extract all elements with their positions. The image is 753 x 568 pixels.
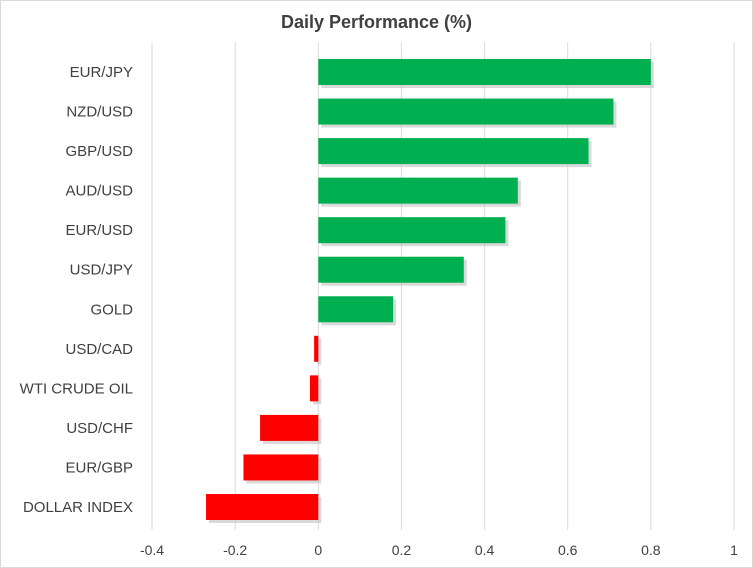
x-tick-label: 0.6 xyxy=(558,542,578,558)
bar xyxy=(206,494,319,520)
x-tick-label: 0 xyxy=(314,542,322,558)
category-label: EUR/GBP xyxy=(65,459,133,476)
bar xyxy=(260,414,319,441)
x-tick-label: 1 xyxy=(730,542,738,558)
bar xyxy=(243,454,319,481)
x-tick-label: 0.4 xyxy=(475,542,495,558)
bar xyxy=(318,217,506,244)
bar xyxy=(318,256,464,283)
x-tick-label: -0.4 xyxy=(140,542,164,558)
bar-shadow xyxy=(317,338,322,365)
category-label: USD/JPY xyxy=(70,262,133,279)
category-label: WTI CRUDE OIL xyxy=(20,380,133,397)
category-label: USD/CHF xyxy=(66,420,133,437)
x-tick-labels: -0.4 -0.2 0 0.2 0.4 0.6 0.8 1 xyxy=(140,542,738,558)
bar xyxy=(309,375,319,402)
bar xyxy=(318,177,518,204)
category-label: DOLLAR INDEX xyxy=(23,499,133,516)
bar xyxy=(318,296,394,323)
category-label: AUD/USD xyxy=(65,183,133,200)
category-label: GBP/USD xyxy=(65,143,133,160)
category-label: USD/CAD xyxy=(65,341,133,358)
category-labels: EUR/JPY NZD/USD GBP/USD AUD/USD EUR/USD USD/J… xyxy=(20,64,134,516)
category-label: EUR/JPY xyxy=(70,64,133,81)
chart-title: Daily Performance (%) xyxy=(280,12,473,32)
bar xyxy=(318,59,651,85)
x-tick-label: -0.2 xyxy=(223,542,247,558)
category-label: EUR/USD xyxy=(65,222,133,239)
bar xyxy=(318,138,589,165)
bars xyxy=(206,59,654,523)
x-tick-label: 0.8 xyxy=(641,542,661,558)
category-label: NZD/USD xyxy=(66,104,133,121)
category-label: GOLD xyxy=(90,301,133,318)
bar xyxy=(318,98,614,125)
bar xyxy=(314,335,319,362)
x-tick-label: 0.2 xyxy=(392,542,412,558)
